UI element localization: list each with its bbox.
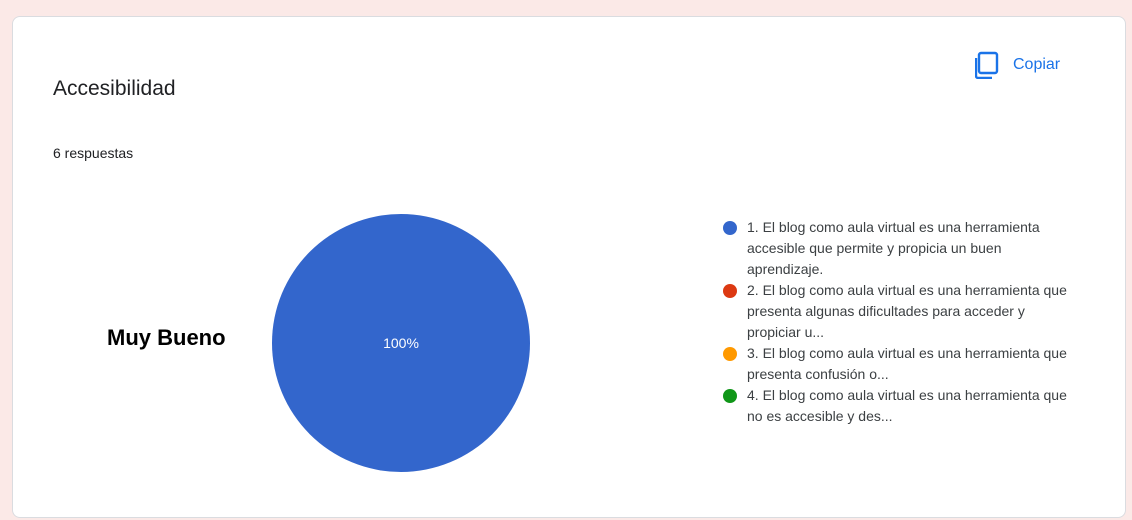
chart-card: Accesibilidad 6 respuestas Copiar Muy Bu… (12, 16, 1126, 518)
copy-icon (975, 51, 999, 79)
legend-item-1[interactable]: 1. El blog como aula virtual es una herr… (721, 217, 1081, 280)
copy-label: Copiar (1013, 56, 1061, 73)
legend-item-4[interactable]: 4. El blog como aula virtual es una herr… (721, 385, 1081, 427)
legend-item-2[interactable]: 2. El blog como aula virtual es una herr… (721, 280, 1081, 343)
slice-label-1: 100% (383, 335, 419, 351)
response-count: 6 respuestas (53, 145, 134, 161)
legend-label-1: 1. El blog como aula virtual es una herr… (747, 219, 1040, 277)
legend-label-4: 4. El blog como aula virtual es una herr… (747, 387, 1067, 424)
pie-slice-1[interactable] (272, 214, 530, 472)
legend-swatch-1 (723, 221, 737, 235)
pie-chart: 100% (272, 214, 530, 472)
annotation-label: Muy Bueno (107, 325, 226, 350)
chart-title: Accesibilidad (53, 77, 176, 100)
legend-swatch-4 (723, 389, 737, 403)
legend-label-3: 3. El blog como aula virtual es una herr… (747, 345, 1067, 382)
legend-swatch-3 (723, 347, 737, 361)
legend-item-3[interactable]: 3. El blog como aula virtual es una herr… (721, 343, 1081, 385)
chart-legend: 1. El blog como aula virtual es una herr… (721, 217, 1081, 427)
legend-label-2: 2. El blog como aula virtual es una herr… (747, 282, 1067, 340)
copy-button[interactable]: Copiar (975, 47, 1060, 83)
legend-swatch-2 (723, 284, 737, 298)
